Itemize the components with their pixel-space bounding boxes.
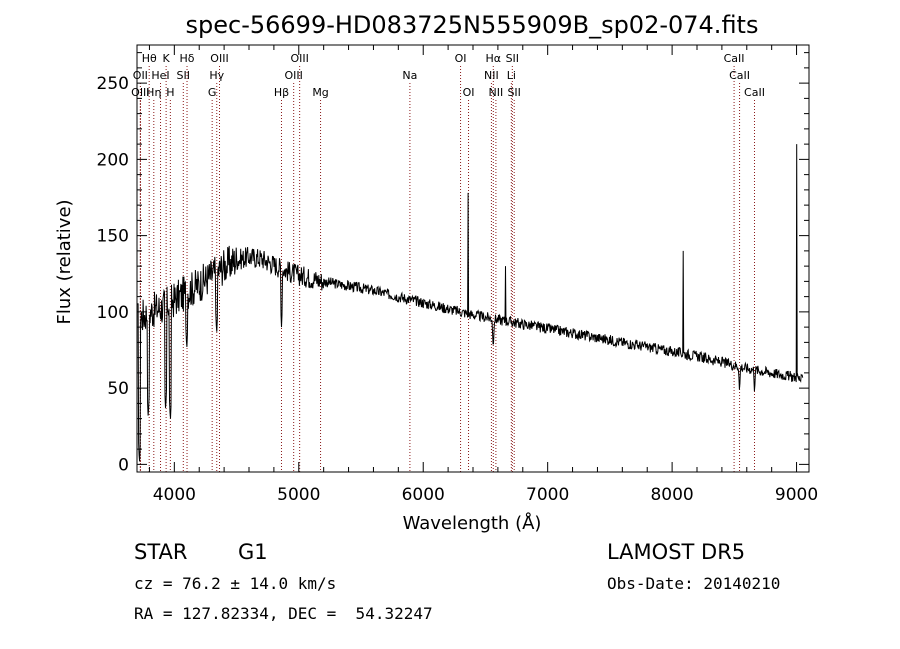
- line-label: CaII: [729, 69, 750, 82]
- line-label: OIII: [284, 69, 302, 82]
- redshift-value: cz = 76.2 ± 14.0 km/s: [134, 574, 337, 593]
- line-label: Li: [507, 69, 516, 82]
- x-tick-label: 6000: [402, 485, 445, 505]
- line-label: SII: [506, 52, 519, 65]
- object-subclass: G1: [238, 540, 268, 564]
- coordinates: RA = 127.82334, DEC = 54.32247: [134, 604, 433, 623]
- line-label: OI: [455, 52, 467, 65]
- y-tick-label: 150: [97, 227, 129, 247]
- observation-date: Obs-Date: 20140210: [607, 574, 781, 593]
- line-label: CaII: [724, 52, 745, 65]
- object-class: STAR: [134, 540, 188, 564]
- line-label: NII: [489, 86, 504, 99]
- line-label: CaII: [744, 86, 765, 99]
- spectrum-line: [137, 144, 804, 462]
- y-tick-label: 100: [97, 303, 129, 323]
- plot-frame: [136, 44, 810, 473]
- y-tick-label: 200: [97, 150, 129, 170]
- x-tick-label: 8000: [650, 485, 693, 505]
- x-axis: 4000 5000 6000 7000 8000 9000: [148, 45, 818, 505]
- line-label: SII: [177, 69, 190, 82]
- y-tick-label: 0: [118, 455, 129, 475]
- line-label: OIII: [210, 52, 228, 65]
- line-label: OII: [133, 69, 148, 82]
- y-tick-label: 250: [97, 74, 129, 94]
- x-tick-label: 7000: [526, 485, 569, 505]
- line-label: HeI: [151, 69, 169, 82]
- line-label: K: [163, 52, 171, 65]
- x-axis-label: Wavelength (Å): [403, 512, 542, 534]
- line-label: OIII: [131, 86, 149, 99]
- line-label: Hη: [146, 86, 161, 99]
- line-label: SII: [507, 86, 520, 99]
- line-label: Hγ: [209, 69, 224, 82]
- y-axis-label: Flux (relative): [54, 199, 75, 324]
- line-label: Hθ: [142, 52, 157, 65]
- x-tick-label: 5000: [277, 485, 320, 505]
- line-label: Hα: [486, 52, 502, 65]
- line-label: Na: [402, 69, 417, 82]
- y-axis: 0 50 100 150 200 250: [97, 52, 809, 475]
- line-label: OIII: [290, 52, 308, 65]
- line-label: Mg: [312, 86, 328, 99]
- x-tick-label: 9000: [775, 485, 818, 505]
- line-label: Hβ: [274, 86, 289, 99]
- survey-name: LAMOST DR5: [607, 540, 746, 564]
- line-label: G: [208, 86, 217, 99]
- line-label: OI: [463, 86, 475, 99]
- x-tick-label: 4000: [153, 485, 196, 505]
- y-tick-label: 50: [107, 379, 129, 399]
- line-label: Hδ: [180, 52, 195, 65]
- line-label: H: [166, 86, 174, 99]
- chart-title: spec-56699-HD083725N555909B_sp02-074.fit…: [186, 11, 759, 39]
- line-label: NII: [484, 69, 499, 82]
